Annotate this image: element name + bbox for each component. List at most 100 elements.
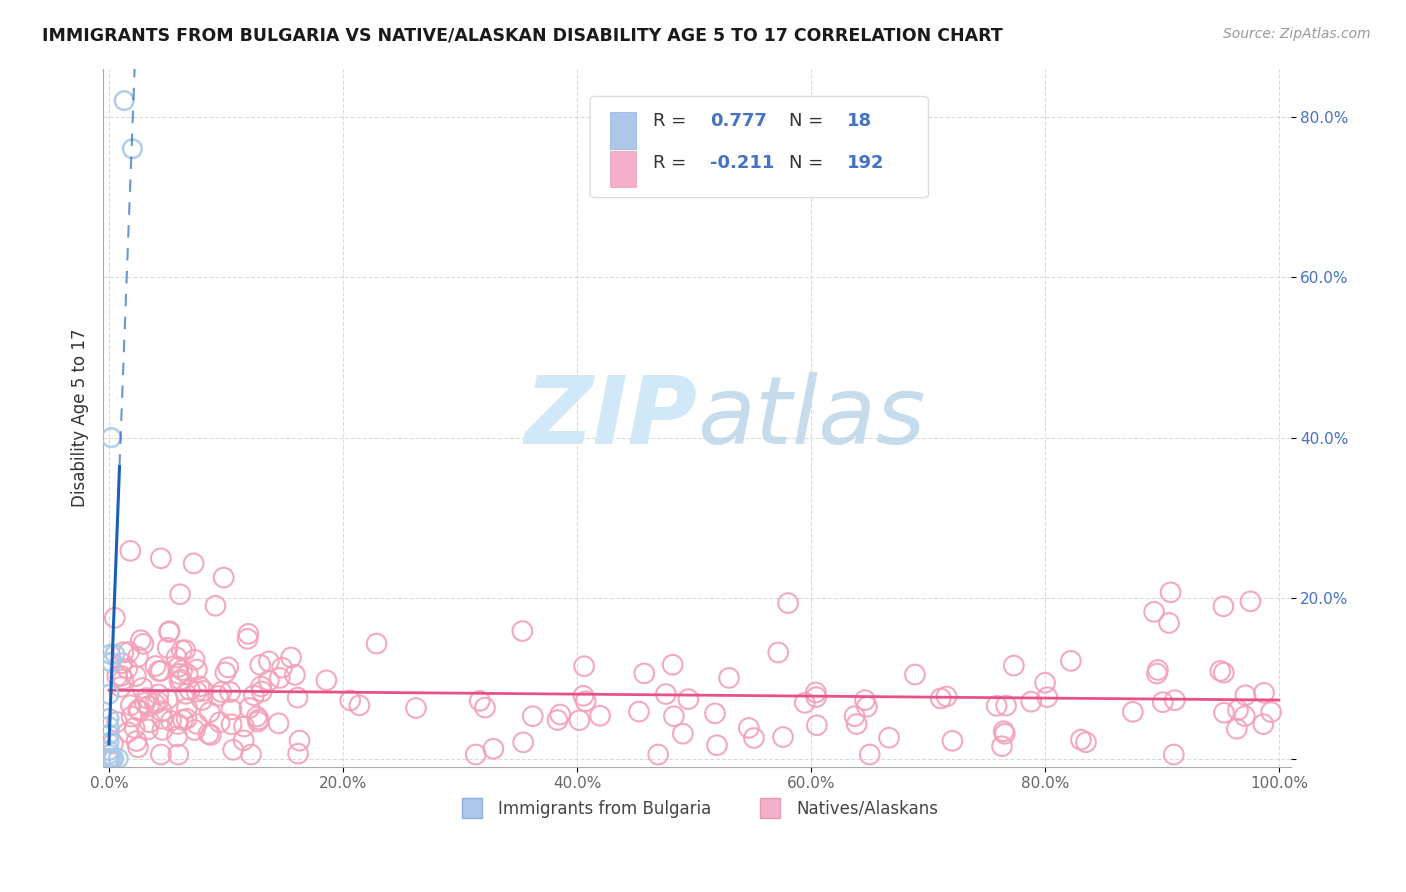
Point <box>112 672 135 686</box>
Point <box>98 647 121 661</box>
Text: N =: N = <box>790 112 830 130</box>
Point <box>148 664 170 678</box>
Point <box>250 684 273 698</box>
Point <box>167 747 190 762</box>
Point <box>267 716 290 731</box>
Point <box>217 660 239 674</box>
Point <box>877 731 900 745</box>
Point <box>768 646 790 660</box>
Point <box>176 701 198 715</box>
Point <box>1239 594 1261 608</box>
Point <box>183 557 205 571</box>
Point <box>250 680 273 694</box>
Point <box>172 663 194 677</box>
Point <box>240 747 263 762</box>
Point <box>160 714 183 728</box>
Point <box>474 700 496 714</box>
Point <box>132 637 155 651</box>
Point <box>772 730 794 744</box>
Text: 18: 18 <box>846 112 872 130</box>
Point <box>1070 732 1092 747</box>
Point <box>214 665 236 680</box>
Text: 0.777: 0.777 <box>710 112 766 130</box>
Point <box>100 431 122 445</box>
Point <box>98 687 121 701</box>
Point <box>366 637 388 651</box>
Point <box>856 699 879 714</box>
Point <box>129 633 152 648</box>
Point <box>198 705 221 719</box>
Point <box>706 738 728 752</box>
Point <box>98 743 121 757</box>
Point <box>98 747 121 762</box>
Point <box>662 709 685 723</box>
Point <box>110 669 132 683</box>
Point <box>170 673 193 687</box>
Point <box>1036 690 1059 705</box>
Point <box>110 680 132 694</box>
Bar <box>610 151 637 187</box>
Point <box>1213 706 1236 720</box>
Point <box>149 664 172 678</box>
Point <box>1226 722 1249 736</box>
Point <box>778 596 800 610</box>
Point <box>101 751 124 765</box>
Point <box>101 737 124 751</box>
Bar <box>610 112 637 149</box>
Point <box>315 673 337 688</box>
Point <box>105 714 128 729</box>
Point <box>169 587 191 601</box>
Point <box>233 719 256 733</box>
Point <box>157 625 180 640</box>
Point <box>1157 615 1180 630</box>
Point <box>655 687 678 701</box>
Point <box>1209 664 1232 678</box>
Point <box>174 643 197 657</box>
Point <box>271 660 294 674</box>
Point <box>125 669 148 683</box>
Point <box>405 701 427 715</box>
Point <box>287 690 309 705</box>
Point <box>647 747 669 762</box>
Point <box>209 685 232 699</box>
Point <box>200 728 222 742</box>
Point <box>482 741 505 756</box>
Point <box>138 715 160 730</box>
Point <box>941 734 963 748</box>
Point <box>1253 686 1275 700</box>
Point <box>1233 709 1256 723</box>
Point <box>1227 703 1250 717</box>
Point <box>548 707 571 722</box>
Point <box>172 713 194 727</box>
Point <box>120 544 142 558</box>
Point <box>127 740 149 755</box>
Point <box>1234 688 1257 702</box>
Point <box>986 698 1008 713</box>
Point <box>166 717 188 731</box>
Point <box>804 690 827 704</box>
Point <box>117 725 139 739</box>
Text: IMMIGRANTS FROM BULGARIA VS NATIVE/ALASKAN DISABILITY AGE 5 TO 17 CORRELATION CH: IMMIGRANTS FROM BULGARIA VS NATIVE/ALASK… <box>42 27 1002 45</box>
Point <box>464 747 486 762</box>
Point <box>98 751 121 765</box>
Point <box>853 693 876 707</box>
Point <box>166 650 188 665</box>
Point <box>156 692 179 706</box>
Point <box>568 713 591 727</box>
Point <box>121 709 143 723</box>
Point <box>127 649 149 664</box>
Point <box>212 570 235 584</box>
Point <box>1212 599 1234 614</box>
Point <box>204 599 226 613</box>
Point <box>243 689 266 703</box>
Point <box>193 683 215 698</box>
Point <box>124 721 146 735</box>
Text: -0.211: -0.211 <box>710 153 775 172</box>
Point <box>287 747 309 761</box>
Point <box>859 747 882 762</box>
Point <box>1160 585 1182 599</box>
Point <box>633 666 655 681</box>
Text: R =: R = <box>652 112 692 130</box>
Point <box>121 142 143 156</box>
Point <box>105 669 128 683</box>
